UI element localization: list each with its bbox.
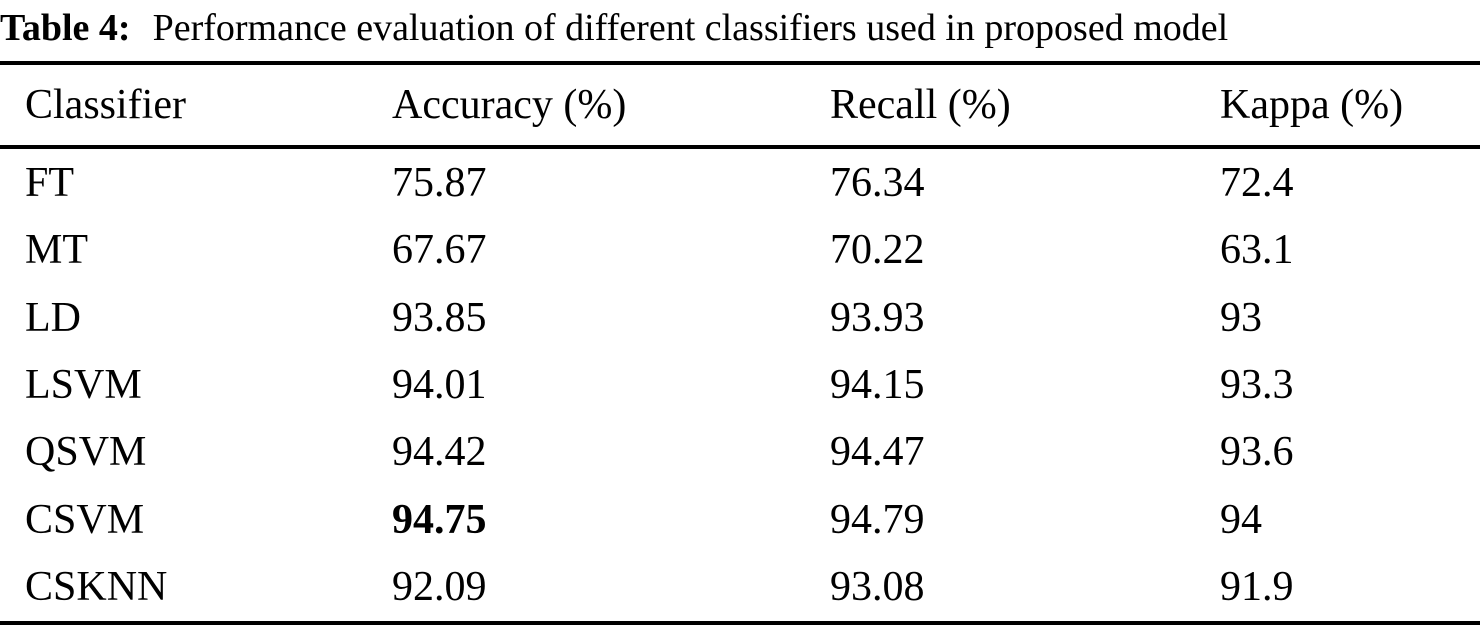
cell-kappa: 93.3 <box>1220 361 1294 408</box>
cell-recall: 94.79 <box>830 496 925 543</box>
cell-accuracy: 67.67 <box>392 227 487 274</box>
table-row: FT 75.87 76.34 72.4 <box>0 149 1455 216</box>
cell-classifier: CSKNN <box>25 564 168 611</box>
cell-accuracy: 94.42 <box>392 429 487 476</box>
cell-recall: 76.34 <box>830 159 925 206</box>
cell-recall: 93.93 <box>830 294 925 341</box>
cell-classifier: FT <box>25 159 75 206</box>
cell-kappa: 63.1 <box>1220 227 1294 274</box>
table-row: MT 67.67 70.22 63.1 <box>0 216 1455 283</box>
table-body: FT 75.87 76.34 72.4 MT 67.67 70.22 63.1 … <box>0 149 1455 621</box>
cell-accuracy: 94.01 <box>392 361 487 408</box>
table-row: CSKNN 92.09 93.08 91.9 <box>0 554 1455 621</box>
cell-classifier: MT <box>25 227 88 274</box>
cell-classifier: LD <box>25 294 81 341</box>
cell-classifier: LSVM <box>25 361 142 408</box>
header-cell-classifier: Classifier <box>25 82 186 128</box>
cell-accuracy: 75.87 <box>392 159 487 206</box>
cell-classifier: QSVM <box>25 429 147 476</box>
table-row: LSVM 94.01 94.15 93.3 <box>0 351 1455 418</box>
cell-recall: 93.08 <box>830 564 925 611</box>
table-caption: Table 4: Performance evaluation of differ… <box>0 0 1480 56</box>
cell-kappa: 93 <box>1220 294 1262 341</box>
cell-kappa: 94 <box>1220 496 1262 543</box>
table-header-row: Classifier Accuracy (%) Recall (%) Kappa… <box>0 65 1480 145</box>
table-bottom-rule <box>0 621 1480 625</box>
table-caption-text: Performance evaluation of different clas… <box>152 7 1229 49</box>
header-cell-accuracy: Accuracy (%) <box>392 82 627 128</box>
cell-kappa: 91.9 <box>1220 564 1294 611</box>
cell-recall: 94.15 <box>830 361 925 408</box>
table-caption-label: Table 4: <box>0 7 131 49</box>
cell-accuracy: 92.09 <box>392 564 487 611</box>
cell-recall: 70.22 <box>830 227 925 274</box>
cell-accuracy: 93.85 <box>392 294 487 341</box>
header-cell-kappa: Kappa (%) <box>1220 82 1404 128</box>
header-cell-recall: Recall (%) <box>830 82 1011 128</box>
cell-accuracy-best: 94.75 <box>392 496 487 543</box>
cell-recall: 94.47 <box>830 429 925 476</box>
cell-kappa: 72.4 <box>1220 159 1294 206</box>
table-row: CSVM 94.75 94.79 94 <box>0 486 1455 553</box>
table-header-rule <box>0 145 1480 149</box>
table-row: QSVM 94.42 94.47 93.6 <box>0 419 1455 486</box>
table-top-rule <box>0 61 1480 65</box>
cell-kappa: 93.6 <box>1220 429 1294 476</box>
cell-classifier: CSVM <box>25 496 145 543</box>
table-row: LD 93.85 93.93 93 <box>0 284 1455 351</box>
